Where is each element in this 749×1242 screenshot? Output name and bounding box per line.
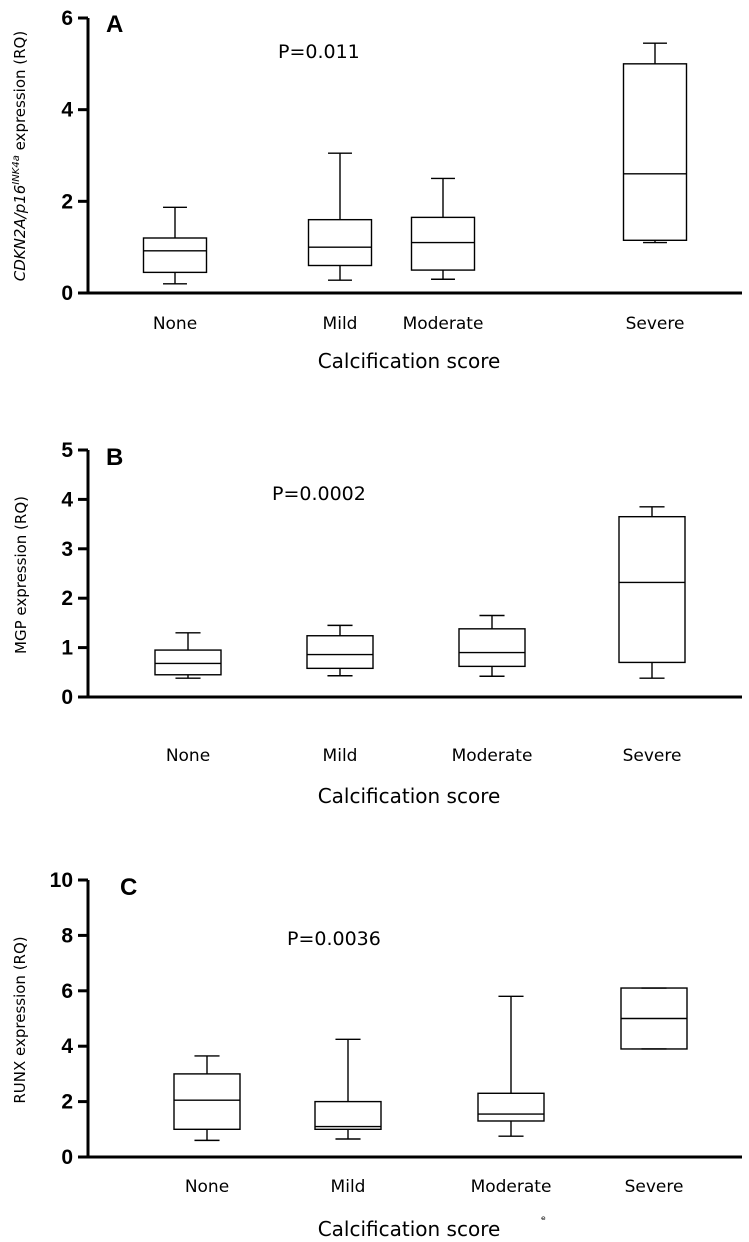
iqr-box [142,237,208,274]
panel-c: 0 2 4 6 8 10 None Mild Moderate Severe Calcificati… [11,869,742,1241]
panel-letter: C [120,874,137,901]
panel-letter: B [106,444,123,471]
x-category-label: Severe [625,1177,684,1197]
panel-a: 0 2 4 6 None Mild Moderate Severe Calcification … [11,7,742,373]
x-category-label: Moderate [471,1177,552,1197]
y-axis-title-rest: expression (RQ) [11,31,29,155]
iqr-box [477,1092,545,1122]
y-tick-label: 8 [61,924,73,947]
x-axis-title: Calcification score [318,1217,501,1241]
x-category-label: None [153,314,197,334]
y-axis-title: CDKN2A/p16INK4a expression (RQ) [11,31,29,281]
iqr-box [154,649,222,676]
x-category-label: None [166,746,210,766]
y-tick-label: 2 [61,587,73,610]
box-severe [622,42,688,244]
y-tick-label: 2 [61,1091,73,1114]
panel-letter: A [106,11,123,38]
y-tick-label: 6 [61,7,73,30]
box-moderate [477,995,545,1137]
iqr-box [410,216,476,271]
y-axis-title-gene: CDKN2A/p16 [11,185,29,282]
box-none [173,1055,241,1142]
iqr-box [306,635,374,670]
box-moderate [410,177,476,280]
box-mild [314,1038,382,1140]
box-mild [306,624,374,677]
iqr-box [618,515,686,664]
x-category-label: Mild [331,1177,366,1197]
box-none [154,632,222,679]
stray-mark: ᵉ [541,1213,546,1227]
iqr-box [458,628,526,668]
box-none [142,206,208,285]
x-axis-title: Calcification score [318,784,501,808]
p-value-annotation: P=0.0036 [287,928,381,950]
x-category-label: Severe [623,746,682,766]
y-tick-label: 0 [61,686,73,709]
y-tick-label: 1 [61,637,73,660]
x-axis-title: Calcification score [318,349,501,373]
iqr-box [622,63,688,241]
p-value-annotation: P=0.0002 [272,483,366,505]
y-tick-label: 4 [61,1035,73,1058]
y-tick-label: 0 [61,282,73,305]
y-tick-label: 0 [61,1146,73,1169]
y-tick-label: 2 [61,190,73,213]
box-moderate [458,614,526,677]
y-tick-label: 3 [61,538,73,561]
y-tick-label: 4 [61,488,73,511]
x-category-label: Mild [323,314,358,334]
x-category-label: Mild [323,746,358,766]
y-tick-label: 5 [61,439,73,462]
y-axis-title: RUNX expression (RQ) [11,936,29,1103]
x-category-label: None [185,1177,229,1197]
y-tick-label: 6 [61,980,73,1003]
panel-b: 0 1 2 3 4 5 None Mild Moderate Severe Calcificatio… [12,439,742,808]
iqr-box [314,1100,382,1130]
x-category-label: Moderate [403,314,484,334]
box-severe [620,987,688,1050]
p-value-annotation: P=0.011 [278,41,360,63]
x-category-label: Severe [626,314,685,334]
y-axis-title-superscript: INK4a [11,155,22,184]
iqr-box [307,218,373,267]
y-axis-title: MGP expression (RQ) [12,496,30,654]
x-category-label: Moderate [452,746,533,766]
iqr-box [173,1073,241,1131]
box-severe [618,506,686,679]
box-mild [307,152,373,281]
y-tick-label: 4 [61,99,73,122]
y-tick-label: 10 [50,869,73,892]
